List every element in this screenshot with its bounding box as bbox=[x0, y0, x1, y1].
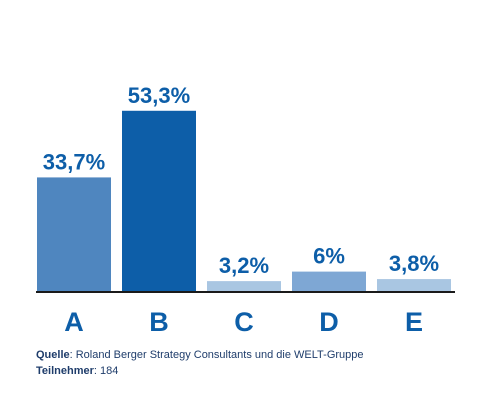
bars-group bbox=[37, 110, 451, 292]
value-label-c: 3,2% bbox=[219, 253, 269, 278]
bar-c bbox=[207, 281, 281, 292]
source-label: Quelle bbox=[36, 349, 70, 361]
value-label-e: 3,8% bbox=[389, 251, 439, 276]
category-label-a: A bbox=[64, 307, 84, 337]
source-text: : Roland Berger Strategy Consultants und… bbox=[69, 349, 364, 361]
category-label-b: B bbox=[149, 307, 169, 337]
participants-note: Teilnehmer: 184 bbox=[36, 364, 118, 379]
participants-text: : 184 bbox=[93, 365, 119, 377]
bar-a bbox=[37, 177, 111, 292]
bar-b bbox=[122, 110, 196, 292]
source-note: Quelle: Roland Berger Strategy Consultan… bbox=[36, 348, 364, 363]
bar-d bbox=[292, 271, 366, 292]
category-label-e: E bbox=[405, 307, 423, 337]
participants-label: Teilnehmer bbox=[36, 365, 94, 377]
value-label-d: 6% bbox=[313, 244, 345, 269]
bar-e bbox=[377, 279, 451, 292]
category-labels-group: A B C D E bbox=[64, 307, 423, 337]
value-labels-group: 33,7% 53,3% 3,2% 6% 3,8% bbox=[43, 83, 439, 278]
bar-chart: 33,7% 53,3% 3,2% 6% 3,8% A B C D E bbox=[36, 83, 455, 337]
value-label-b: 53,3% bbox=[128, 83, 190, 108]
category-label-c: C bbox=[234, 307, 254, 337]
value-label-a: 33,7% bbox=[43, 149, 105, 174]
category-label-d: D bbox=[319, 307, 339, 337]
